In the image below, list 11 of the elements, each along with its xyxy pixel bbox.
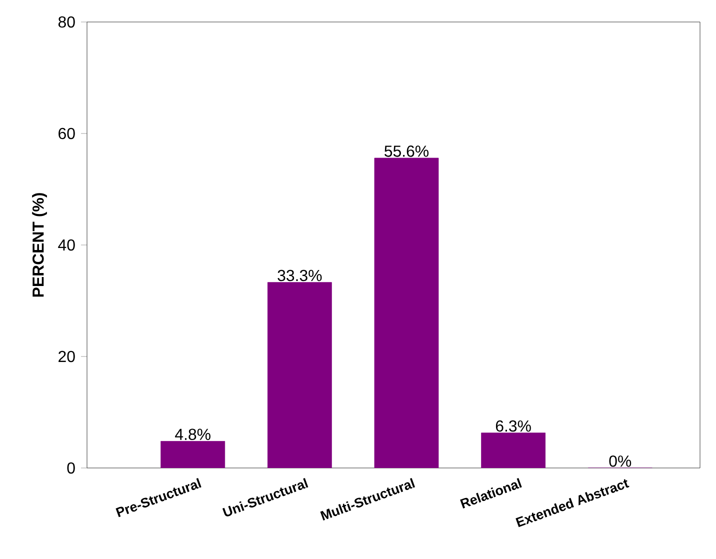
data-label: 0%	[609, 456, 632, 467]
data-label: 55.6%	[384, 146, 429, 157]
y-tick-label: 20	[58, 350, 75, 362]
y-tick-label: 40	[58, 239, 75, 251]
data-label: 4.8%	[175, 428, 210, 440]
y-axis-title: PERCENT (%)	[32, 193, 47, 297]
y-tick-label: 0	[67, 462, 75, 474]
y-tick-label: 80	[58, 16, 75, 28]
data-label: 33.3%	[278, 270, 322, 282]
data-label: 6.3%	[496, 420, 531, 432]
y-tick-label: 60	[58, 128, 75, 140]
